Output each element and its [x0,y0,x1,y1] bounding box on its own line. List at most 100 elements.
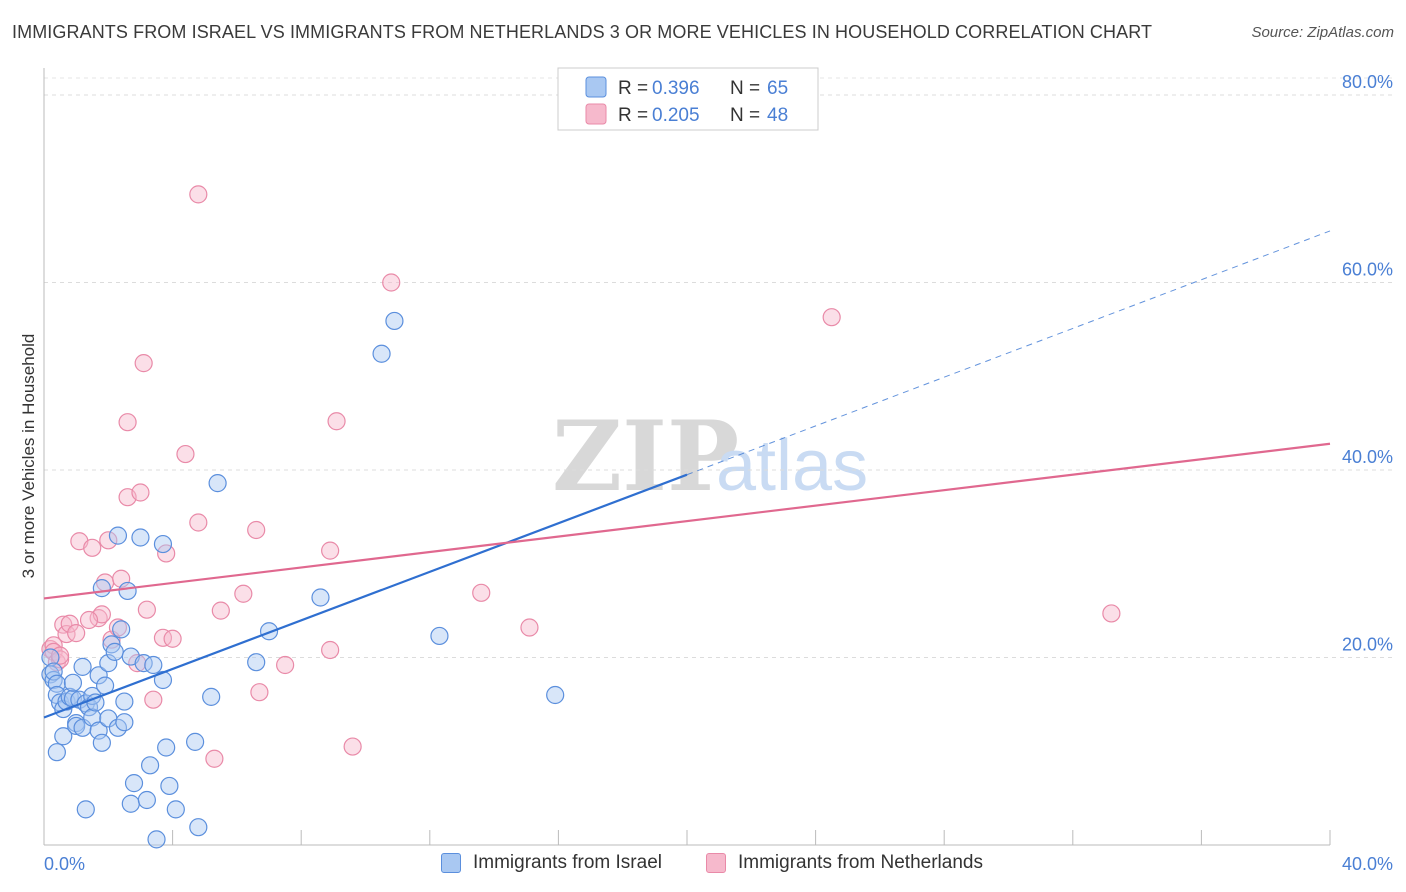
data-point-netherlands [472,583,491,602]
data-point-israel [47,743,66,762]
data-point-israel [137,790,156,810]
x-tick-label: 40.0% [1342,854,1393,874]
legend-r-value-netherlands: 0.205 [652,105,700,126]
data-point-netherlands [234,584,253,603]
data-point-netherlands [276,655,295,675]
data-point-israel [186,732,205,751]
data-point-netherlands [137,600,156,619]
legend-item-israel: Immigrants from Israel [441,852,662,874]
data-point-netherlands [250,683,269,702]
data-point-israel [259,622,279,641]
data-point-netherlands [108,618,128,637]
data-point-israel [115,713,134,732]
data-point-netherlands [247,520,266,540]
legend-label-netherlands: Immigrants from Netherlands [738,852,983,873]
data-point-israel [385,311,404,331]
data-point-netherlands [99,531,118,550]
gridlines [44,77,1392,658]
data-point-netherlands [1102,604,1121,623]
data-point-israel [157,738,176,757]
watermark-zip: ZIP [552,400,739,513]
data-point-israel [121,794,140,813]
y-tick-label: 60.0% [1342,260,1393,280]
data-point-israel [147,830,166,849]
trend-line-israel-extension [686,230,1331,476]
series-legend: Immigrants from Israel Immigrants from N… [0,852,1406,878]
legend-n-value-netherlands: 48 [767,105,788,126]
legend-n-label: N = [730,78,760,99]
data-point-israel [112,620,131,639]
data-point-netherlands [520,618,539,637]
data-point-israel [92,579,111,598]
data-point-israel [86,693,105,712]
data-point-israel [546,685,565,705]
x-tick-label: 0.0% [44,854,85,874]
data-point-israel [76,800,95,819]
data-point-israel [108,526,128,545]
data-point-netherlands [128,654,147,673]
legend-r-label: R = [618,105,648,126]
data-point-netherlands [211,601,230,620]
data-point-netherlands [321,640,340,660]
data-point-israel [54,727,73,746]
legend-swatch-netherlands [585,103,607,125]
data-point-netherlands [67,624,86,643]
trend-lines [43,230,1331,719]
y-axis-label: 3 or more Vehicles in Household [19,334,38,579]
data-point-israel [430,626,449,646]
y-tick-label: 40.0% [1342,447,1393,467]
legend-swatch-israel [585,76,607,98]
data-point-netherlands [327,412,346,431]
data-point-israel [372,344,391,363]
data-point-netherlands [60,614,79,633]
data-point-israel [131,528,150,547]
data-point-israel [202,687,221,706]
trend-line-netherlands [43,442,1331,600]
watermark-atlas: atlas [716,426,868,506]
data-point-israel [144,655,163,675]
data-point-netherlands [144,690,163,709]
legend-item-netherlands: Immigrants from Netherlands [706,852,983,874]
data-point-netherlands [189,513,208,532]
data-point-netherlands [822,308,841,327]
y-tick-labels: 20.0% 40.0% 60.0% 80.0% [1342,72,1393,655]
legend-n-value-israel: 65 [767,78,788,99]
legend-swatch-netherlands [706,853,726,873]
data-point-netherlands [153,628,173,647]
legend-r-value-israel: 0.396 [652,78,700,99]
data-point-israel [189,818,208,837]
data-point-israel [105,642,124,661]
data-point-israel [99,654,118,673]
data-point-netherlands [189,185,208,204]
data-point-netherlands [118,413,137,432]
data-point-israel [153,534,173,554]
trend-line-israel [43,473,688,719]
data-point-israel [311,588,330,607]
source-credit: Source: ZipAtlas.com [1251,24,1394,41]
data-point-netherlands [83,538,102,557]
data-point-netherlands [134,354,153,373]
data-point-netherlands [131,483,150,502]
legend-n-label: N = [730,105,760,126]
legend-r-label: R = [618,78,648,99]
data-point-netherlands [57,624,76,644]
stats-legend: R = 0.396 N = 65 R = 0.205 N = 48 [557,67,819,131]
data-point-israel [124,774,144,793]
chart-title: IMMIGRANTS FROM ISRAEL VS IMMIGRANTS FRO… [12,22,1153,42]
data-point-israel [118,581,137,601]
data-point-israel [208,474,227,493]
data-point-netherlands [205,749,224,768]
watermark: ZIP atlas [552,400,868,513]
data-point-israel [160,776,179,796]
x-tick-labels: 0.0% 40.0% [44,854,1393,874]
data-point-israel [247,653,266,672]
axes [43,68,1331,846]
data-point-israel [73,657,92,676]
data-point-israel [115,692,134,711]
data-point-israel [166,800,185,819]
data-point-netherlands [343,737,362,756]
legend-label-israel: Immigrants from Israel [473,852,662,873]
data-point-netherlands [321,541,340,560]
data-point-netherlands [176,444,195,464]
